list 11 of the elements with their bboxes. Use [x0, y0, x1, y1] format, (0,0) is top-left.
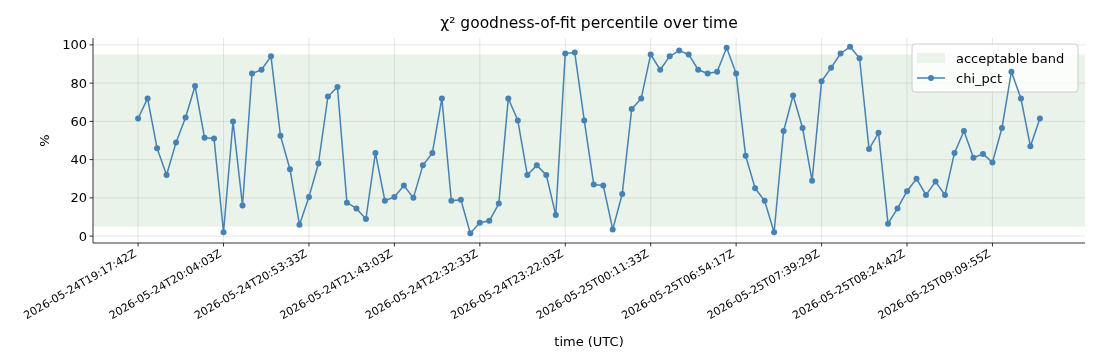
y-tick-label: 100	[62, 37, 87, 53]
y-tick-label: 80	[70, 75, 87, 91]
y-tick-label: 20	[70, 190, 87, 206]
legend-label: chi_pct	[956, 70, 1002, 86]
x-axis-title: time (UTC)	[554, 334, 624, 349]
y-axis-title: %	[37, 134, 52, 147]
y-tick-label: 60	[70, 113, 87, 129]
band-label: acceptable band	[956, 50, 1065, 66]
chart-title: χ² goodness-of-fit percentile over time	[440, 14, 738, 32]
y-tick-label: 0	[78, 228, 87, 244]
y-tick-label: 40	[70, 152, 87, 168]
